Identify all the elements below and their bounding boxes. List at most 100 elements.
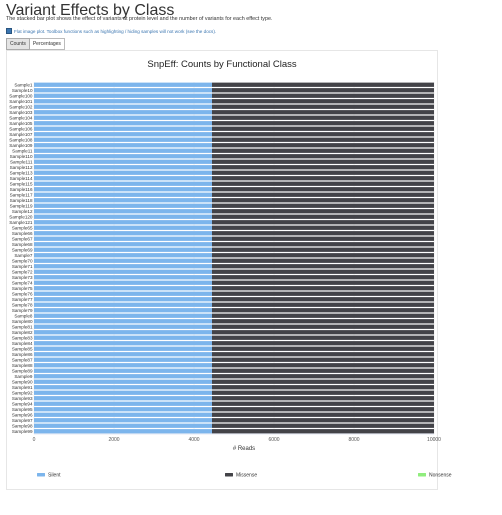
- bar-silent: [34, 258, 212, 263]
- y-tick-label: Sample86: [12, 352, 33, 357]
- bar-missense: [212, 132, 434, 137]
- y-tick-label: Sample98: [12, 423, 33, 428]
- bar-silent: [34, 269, 212, 274]
- bar-silent: [34, 363, 212, 368]
- bar-silent: [34, 352, 212, 357]
- bar-silent: [34, 407, 212, 412]
- bar-silent: [34, 418, 212, 423]
- bar-missense: [212, 121, 434, 126]
- y-tick-label: Sample95: [12, 407, 33, 412]
- y-tick-label: Sample112: [10, 165, 33, 170]
- y-tick-label: Sample75: [12, 286, 33, 291]
- y-tick-label: Sample109: [9, 143, 33, 148]
- bar-silent: [34, 121, 212, 126]
- bar-missense: [212, 401, 434, 406]
- bar-missense: [212, 88, 434, 93]
- y-tick-label: Sample69: [12, 247, 33, 252]
- y-tick-label: Sample117: [10, 192, 33, 197]
- x-axis-label: # Reads: [233, 446, 255, 452]
- y-tick-label: Sample65: [12, 225, 33, 230]
- bar-missense: [212, 126, 434, 131]
- bar-missense: [212, 148, 434, 153]
- bar-silent: [34, 170, 212, 175]
- legend-swatch-missense: [225, 473, 233, 477]
- legend-label-missense: Missense: [236, 473, 257, 479]
- bar-silent: [34, 132, 212, 137]
- bar-missense: [212, 99, 434, 104]
- y-tick-label: Sample101: [9, 99, 33, 104]
- bar-silent: [34, 297, 212, 302]
- y-tick-label: Sample96: [12, 412, 33, 417]
- bar-missense: [212, 247, 434, 252]
- bar-missense: [212, 407, 434, 412]
- y-tick-label: Sample79: [12, 308, 33, 313]
- y-tick-label: Sample87: [12, 357, 33, 362]
- y-tick-label: Sample73: [12, 275, 33, 280]
- y-tick-label: Sample67: [12, 236, 33, 241]
- bar-silent: [34, 341, 212, 346]
- bar-silent: [34, 192, 212, 197]
- y-tick-label: Sample94: [12, 401, 33, 406]
- y-tick-label: Sample77: [12, 297, 33, 302]
- legend-swatch-nonsense: [418, 473, 426, 477]
- y-tick-label: Sample80: [12, 319, 33, 324]
- x-tick-label: 6000: [268, 437, 279, 443]
- tab-counts[interactable]: Counts: [6, 38, 30, 50]
- bar-silent: [34, 423, 212, 428]
- bar-silent: [34, 390, 212, 395]
- bar-missense: [212, 390, 434, 395]
- bar-missense: [212, 231, 434, 236]
- bar-missense: [212, 225, 434, 230]
- bar-silent: [34, 357, 212, 362]
- bar-silent: [34, 308, 212, 313]
- bar-missense: [212, 198, 434, 203]
- bar-silent: [34, 225, 212, 230]
- bar-silent: [34, 280, 212, 285]
- bar-missense: [212, 203, 434, 208]
- x-tick-label: 0: [33, 437, 36, 443]
- bar-silent: [34, 104, 212, 109]
- y-tick-label: Sample70: [12, 258, 33, 263]
- bar-silent: [34, 209, 212, 214]
- bar-missense: [212, 302, 434, 307]
- y-tick-label: Sample91: [12, 385, 33, 390]
- bar-missense: [212, 181, 434, 186]
- bar-missense: [212, 220, 434, 225]
- bar-silent: [34, 346, 212, 351]
- bar-silent: [34, 291, 212, 296]
- bar-missense: [212, 286, 434, 291]
- bar-silent: [34, 126, 212, 131]
- y-tick-label: Sample121: [9, 220, 33, 225]
- bar-missense: [212, 258, 434, 263]
- bar-missense: [212, 330, 434, 335]
- y-tick-label: Sample10: [12, 88, 33, 93]
- y-tick-label: Sample89: [12, 368, 33, 373]
- bar-missense: [212, 352, 434, 357]
- bar-silent: [34, 88, 212, 93]
- y-tick-label: Sample106: [9, 126, 33, 131]
- x-tick-label: 10000: [427, 437, 441, 443]
- bar-silent: [34, 275, 212, 280]
- x-tick-label: 2000: [108, 437, 119, 443]
- bar-silent: [34, 302, 212, 307]
- y-tick-label: Sample119: [10, 203, 33, 208]
- bar-silent: [34, 324, 212, 329]
- bar-silent: [34, 115, 212, 120]
- bar-missense: [212, 242, 434, 247]
- y-tick-label: Sample84: [12, 341, 33, 346]
- bar-missense: [212, 115, 434, 120]
- y-tick-label: Sample97: [12, 418, 33, 423]
- y-tick-label: Sample1: [14, 82, 33, 87]
- bar-silent: [34, 236, 212, 241]
- bar-silent: [34, 396, 212, 401]
- legend-swatch-silent: [37, 473, 45, 477]
- y-tick-label: Sample85: [12, 346, 33, 351]
- bar-silent: [34, 82, 212, 87]
- tab-percentages[interactable]: Percentages: [29, 38, 65, 50]
- bar-missense: [212, 335, 434, 340]
- bar-missense: [212, 104, 434, 109]
- x-tick-label: 8000: [348, 437, 359, 443]
- bar-missense: [212, 137, 434, 142]
- bar-silent: [34, 154, 212, 159]
